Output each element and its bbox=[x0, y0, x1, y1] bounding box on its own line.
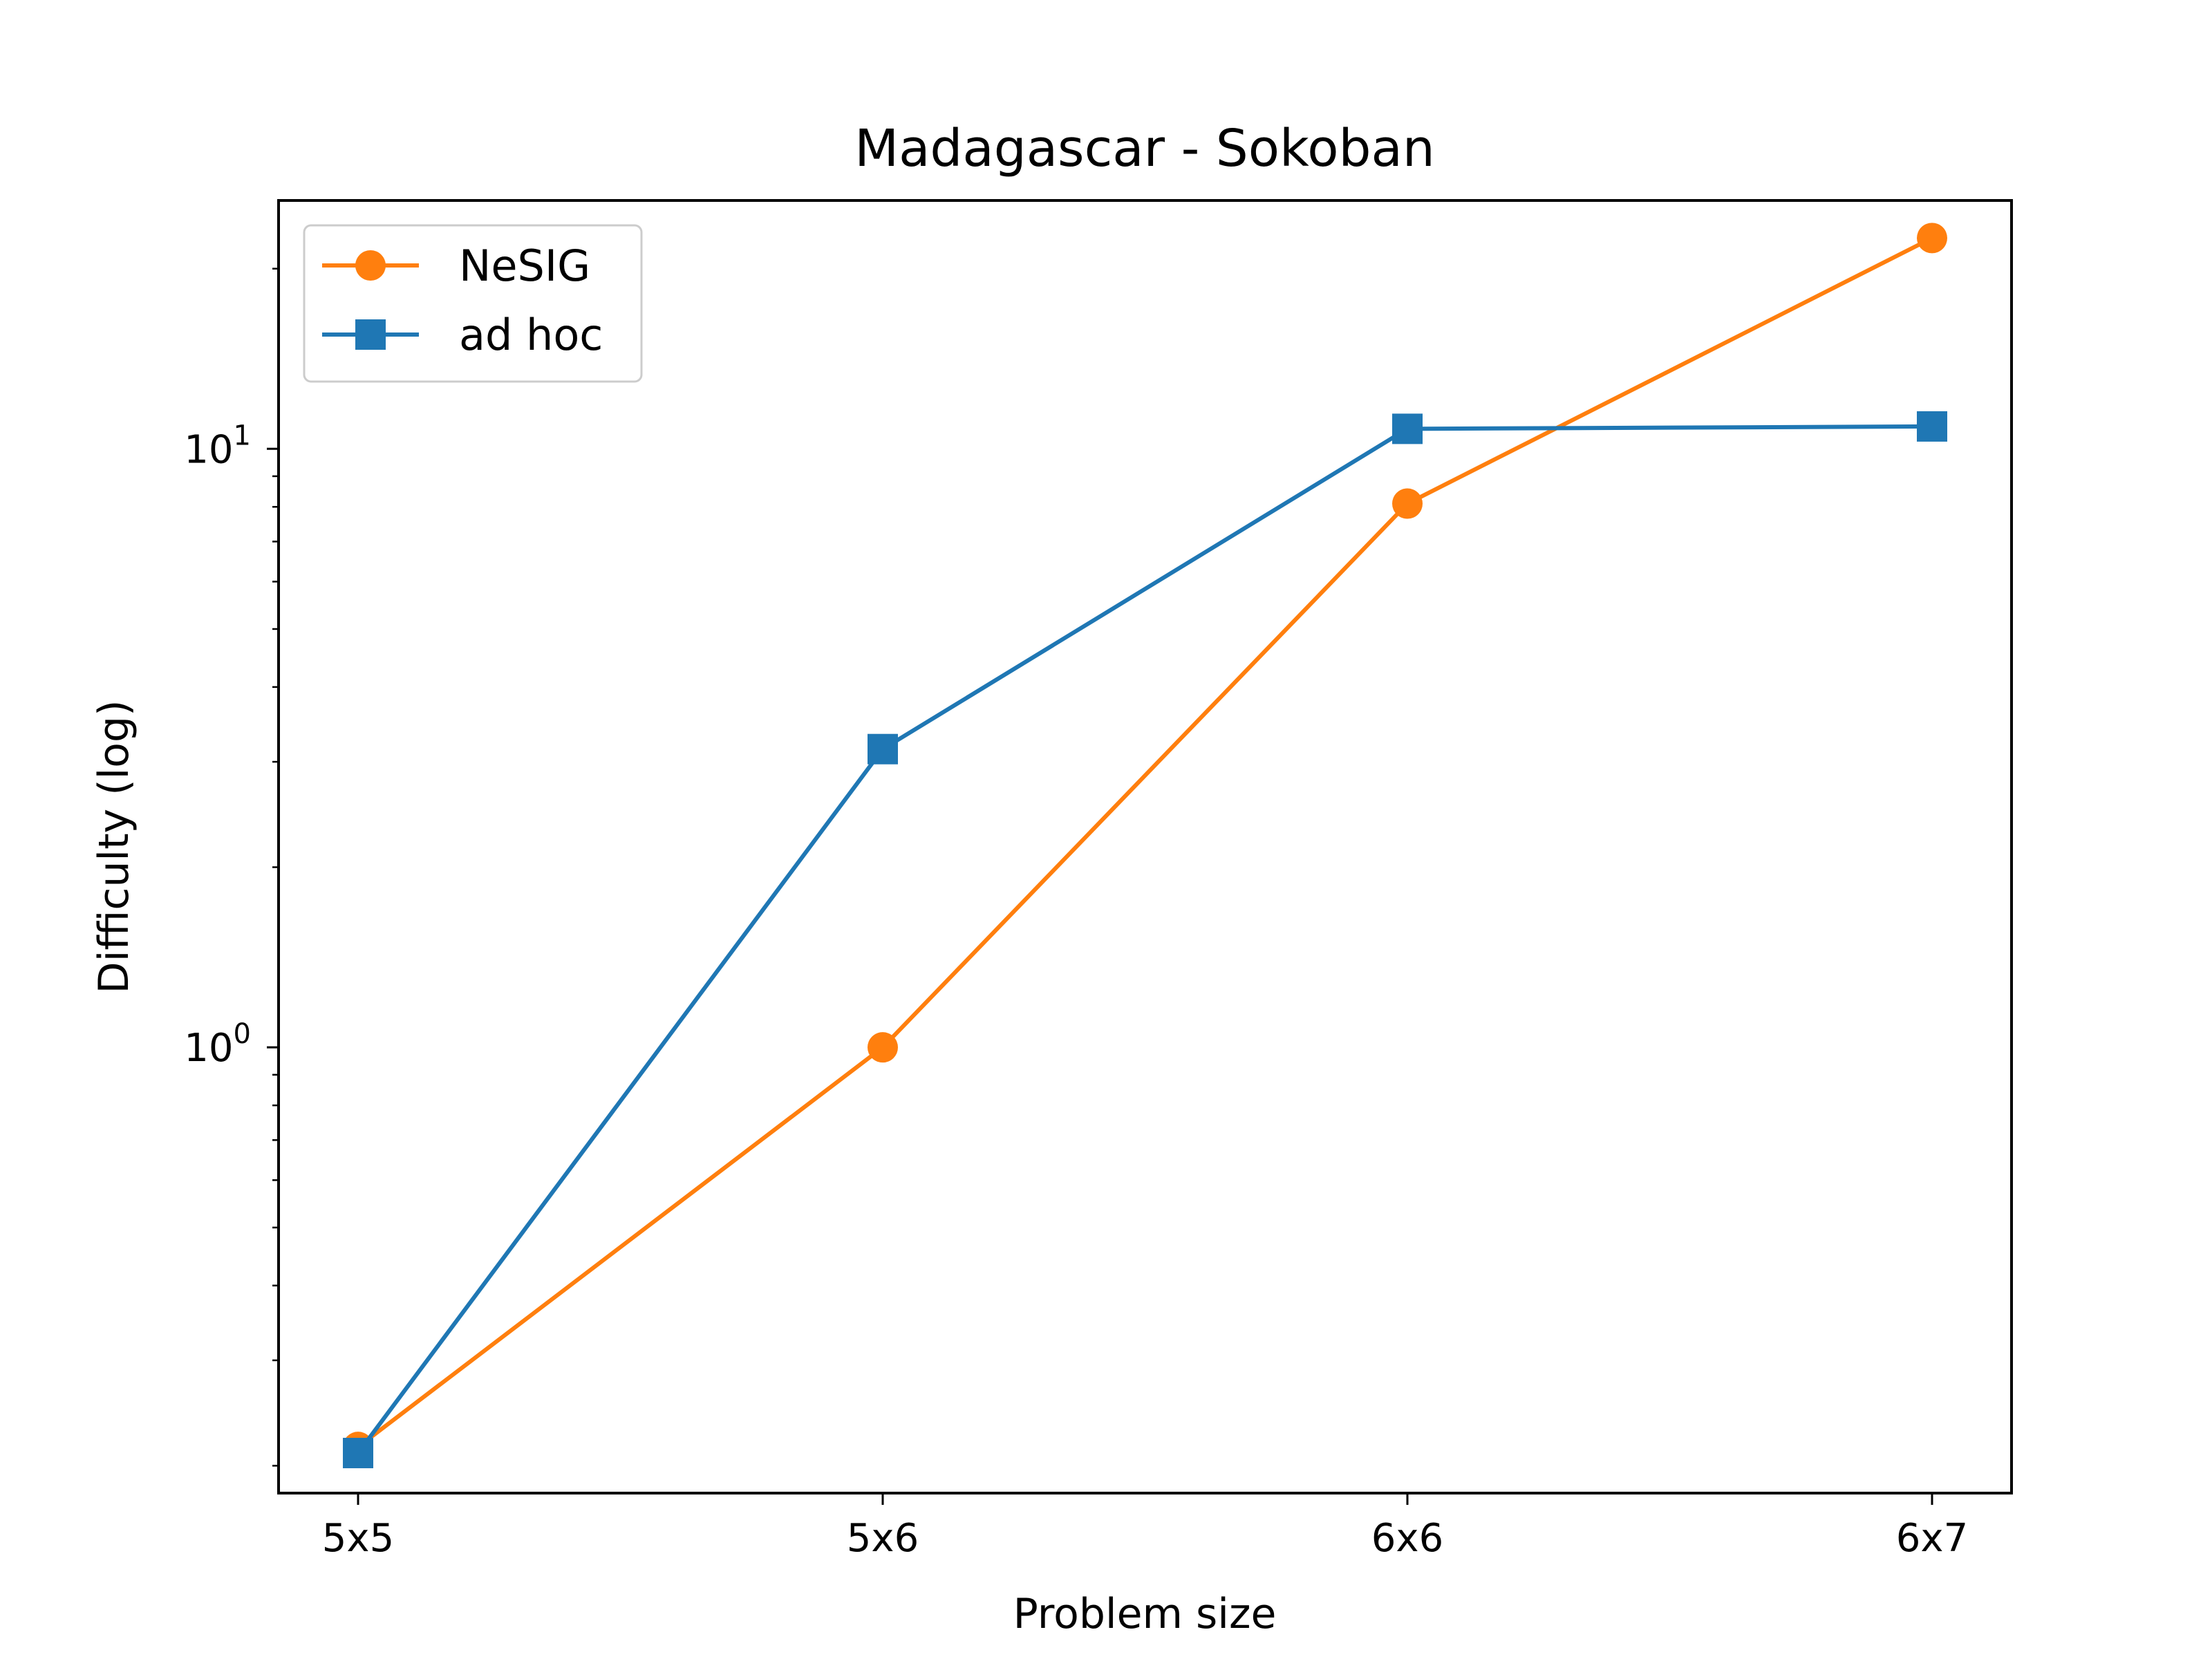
y-axis: 100 101 bbox=[184, 268, 279, 1467]
series-layer bbox=[343, 223, 1947, 1469]
x-axis-label: Problem size bbox=[1013, 1590, 1277, 1638]
legend: NeSIG ad hoc bbox=[303, 224, 643, 383]
data-point bbox=[1917, 411, 1947, 442]
series-line bbox=[357, 236, 1933, 1449]
x-axis: 5x5 5x6 6x6 6x7 bbox=[322, 1493, 1968, 1561]
x-tick-label: 6x7 bbox=[1896, 1516, 1968, 1561]
data-point bbox=[1392, 488, 1423, 519]
series-line bbox=[356, 424, 1933, 1454]
data-point bbox=[868, 733, 898, 765]
x-tick-label: 5x6 bbox=[847, 1516, 919, 1561]
x-tick-label: 5x5 bbox=[322, 1516, 394, 1561]
data-point bbox=[1917, 223, 1947, 254]
chart-title: Madagascar - Sokoban bbox=[854, 119, 1435, 178]
y-tick-label: 101 bbox=[184, 420, 251, 472]
legend-label: NeSIG bbox=[459, 241, 590, 291]
x-tick-label: 6x6 bbox=[1371, 1516, 1443, 1561]
legend-marker bbox=[355, 319, 386, 350]
data-point bbox=[1392, 413, 1423, 444]
axes-frame bbox=[277, 199, 2013, 1494]
legend-marker bbox=[355, 250, 386, 281]
y-axis-label: Difficulty (log) bbox=[90, 700, 138, 994]
data-point bbox=[343, 1438, 373, 1469]
data-point bbox=[868, 1032, 898, 1063]
y-tick-label: 100 bbox=[184, 1018, 251, 1071]
plot-area: 5x5 5x6 6x6 6x7 100 101 bbox=[184, 199, 2013, 1561]
legend-label: ad hoc bbox=[459, 310, 603, 360]
